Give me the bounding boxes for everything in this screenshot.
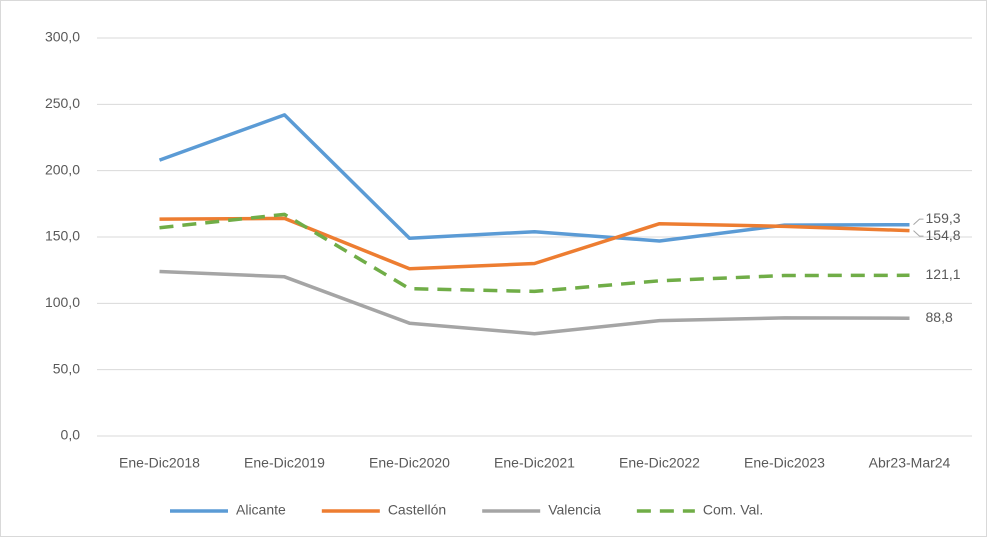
data-label: 159,3 (926, 210, 961, 226)
series-line (159, 216, 910, 271)
y-tick-label: 50,0 (53, 360, 80, 376)
y-tick-label: 200,0 (45, 161, 80, 177)
y-tick-label: 100,0 (45, 294, 80, 310)
x-tick-label: Ene-Dic2019 (244, 455, 325, 471)
series-line (159, 212, 910, 294)
x-tick-label: Ene-Dic2022 (619, 455, 700, 471)
legend-label: Castellón (388, 502, 446, 518)
y-tick-label: 0,0 (61, 427, 81, 443)
x-tick-label: Ene-Dic2023 (744, 455, 825, 471)
series-line (159, 269, 910, 336)
y-tick-label: 250,0 (45, 95, 80, 111)
x-tick-label: Ene-Dic2018 (119, 455, 200, 471)
x-tick-label: Abr23-Mar24 (869, 455, 951, 471)
y-tick-label: 300,0 (45, 29, 80, 45)
legend-label: Alicante (236, 502, 286, 518)
legend-label: Com. Val. (703, 502, 763, 518)
x-tick-label: Ene-Dic2020 (369, 455, 450, 471)
data-label: 88,8 (926, 309, 953, 325)
y-tick-label: 150,0 (45, 228, 80, 244)
leader-line (913, 230, 924, 237)
x-tick-label: Ene-Dic2021 (494, 455, 575, 471)
data-label: 121,1 (926, 266, 961, 282)
data-label: 154,8 (926, 227, 961, 243)
legend-label: Valencia (548, 502, 601, 518)
leader-line (913, 218, 924, 226)
